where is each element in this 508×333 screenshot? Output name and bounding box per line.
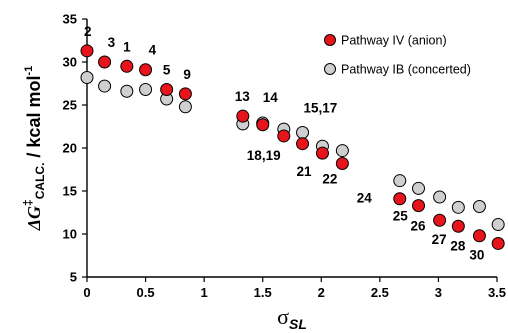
point-label: 3 [108,35,116,50]
y-tick-label: 5 [70,270,77,285]
x-tick-label: 0.5 [137,285,155,300]
legend: Pathway IV (anion) Pathway IB (concerted… [324,34,471,77]
point-label: 14 [263,90,279,105]
y-axis-title: ΔG‡CALC. / kcal mol-1 [21,66,47,231]
point-label: 18,19 [247,148,281,163]
x-axis-title-symbol: σ [277,304,289,329]
data-point-anion [472,229,486,243]
point-label: 25 [393,209,409,224]
y-axis-title-rest: / kcal mol [24,76,44,163]
point-label: 1 [123,39,131,54]
data-point-anion [80,44,94,58]
data-point-concerted [120,84,134,98]
point-label: 30 [469,248,484,263]
y-tick-label: 15 [63,184,77,199]
svg-text:σSL: σSL [277,304,307,332]
x-tick-label: 3 [435,285,442,300]
data-point-concerted [433,190,447,204]
y-tick-label: 10 [63,227,77,242]
data-point-concerted [178,100,192,114]
point-label: 26 [411,219,427,234]
data-point-anion [315,146,329,160]
point-label: 22 [322,171,337,186]
legend-marker-concerted [324,63,336,75]
point-label: 21 [296,164,312,179]
point-label: 24 [357,191,373,206]
point-label: 27 [432,232,447,247]
data-point-concerted [80,70,94,84]
point-label: 28 [450,238,466,253]
legend-label-anion: Pathway IV (anion) [341,34,447,48]
point-label: 9 [183,67,191,82]
data-point-anion [491,236,505,250]
point-label: 2 [84,24,92,39]
y-axis-title-superscript: -1 [23,66,35,76]
data-point-anion [277,129,291,143]
y-axis-title-symbol: ΔG [24,206,44,231]
data-point-anion [160,83,174,97]
y-tick-label: 25 [63,98,77,113]
data-point-concerted [335,144,349,158]
data-point-anion [412,199,426,213]
data-point-anion [98,55,112,69]
point-label: 15,17 [304,101,338,116]
data-point-anion [335,156,349,170]
x-tick-label: 2.5 [371,285,389,300]
legend-marker-anion [324,34,336,46]
data-point-concerted [472,199,486,213]
point-label: 4 [149,43,157,58]
data-point-anion [451,219,465,233]
x-tick-label: 3.5 [488,285,506,300]
data-point-concerted [412,181,426,195]
y-tick-label: 35 [63,12,77,27]
legend-label-concerted: Pathway IB (concerted) [341,63,471,77]
data-point-anion [236,109,250,123]
data-point-anion [120,59,134,73]
point-label: 13 [235,89,251,104]
data-series [80,44,505,250]
y-tick-label: 20 [63,141,77,156]
x-tick-label: 0 [83,285,90,300]
series-concerted [80,70,505,232]
x-tick-label: 2 [318,285,325,300]
y-tick-label: 30 [63,55,77,70]
data-point-anion [393,192,407,206]
data-point-anion [256,118,270,132]
y-axis-title-dagger: ‡ [21,199,35,206]
data-point-concerted [98,79,112,93]
data-point-concerted [139,83,153,97]
data-point-anion [178,87,192,101]
svg-text:ΔG‡CALC. / kcal mol-1: ΔG‡CALC. / kcal mol-1 [21,66,47,231]
data-point-concerted [393,174,407,188]
x-axis-title: σSL [277,304,307,332]
data-point-anion [139,63,153,77]
data-point-concerted [451,200,465,214]
point-label: 5 [163,63,171,78]
data-point-anion [296,137,310,151]
x-axis-title-subscript: SL [289,316,307,332]
x-tick-label: 1 [201,285,208,300]
data-point-concerted [296,126,310,140]
y-axis-title-subscript: CALC. [33,163,47,200]
x-tick-label: 1.5 [254,285,272,300]
data-point-concerted [491,218,505,232]
data-point-anion [433,213,447,227]
series-anion [80,44,505,250]
